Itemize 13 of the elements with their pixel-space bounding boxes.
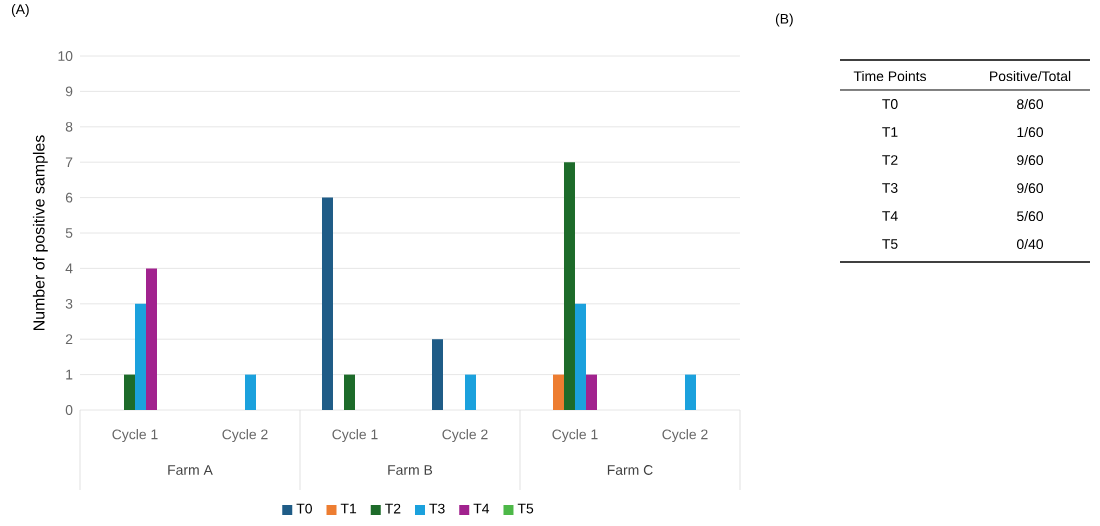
bar bbox=[245, 374, 256, 410]
bar bbox=[135, 303, 146, 410]
bar bbox=[343, 374, 355, 410]
bar bbox=[321, 197, 333, 410]
bar bbox=[585, 374, 597, 410]
bar bbox=[574, 303, 586, 410]
bar bbox=[684, 374, 696, 410]
bar bbox=[431, 339, 443, 410]
bar bbox=[464, 374, 476, 410]
bar bbox=[124, 374, 135, 410]
bar bbox=[552, 374, 564, 410]
bar bbox=[563, 162, 575, 410]
bar bbox=[146, 268, 157, 410]
